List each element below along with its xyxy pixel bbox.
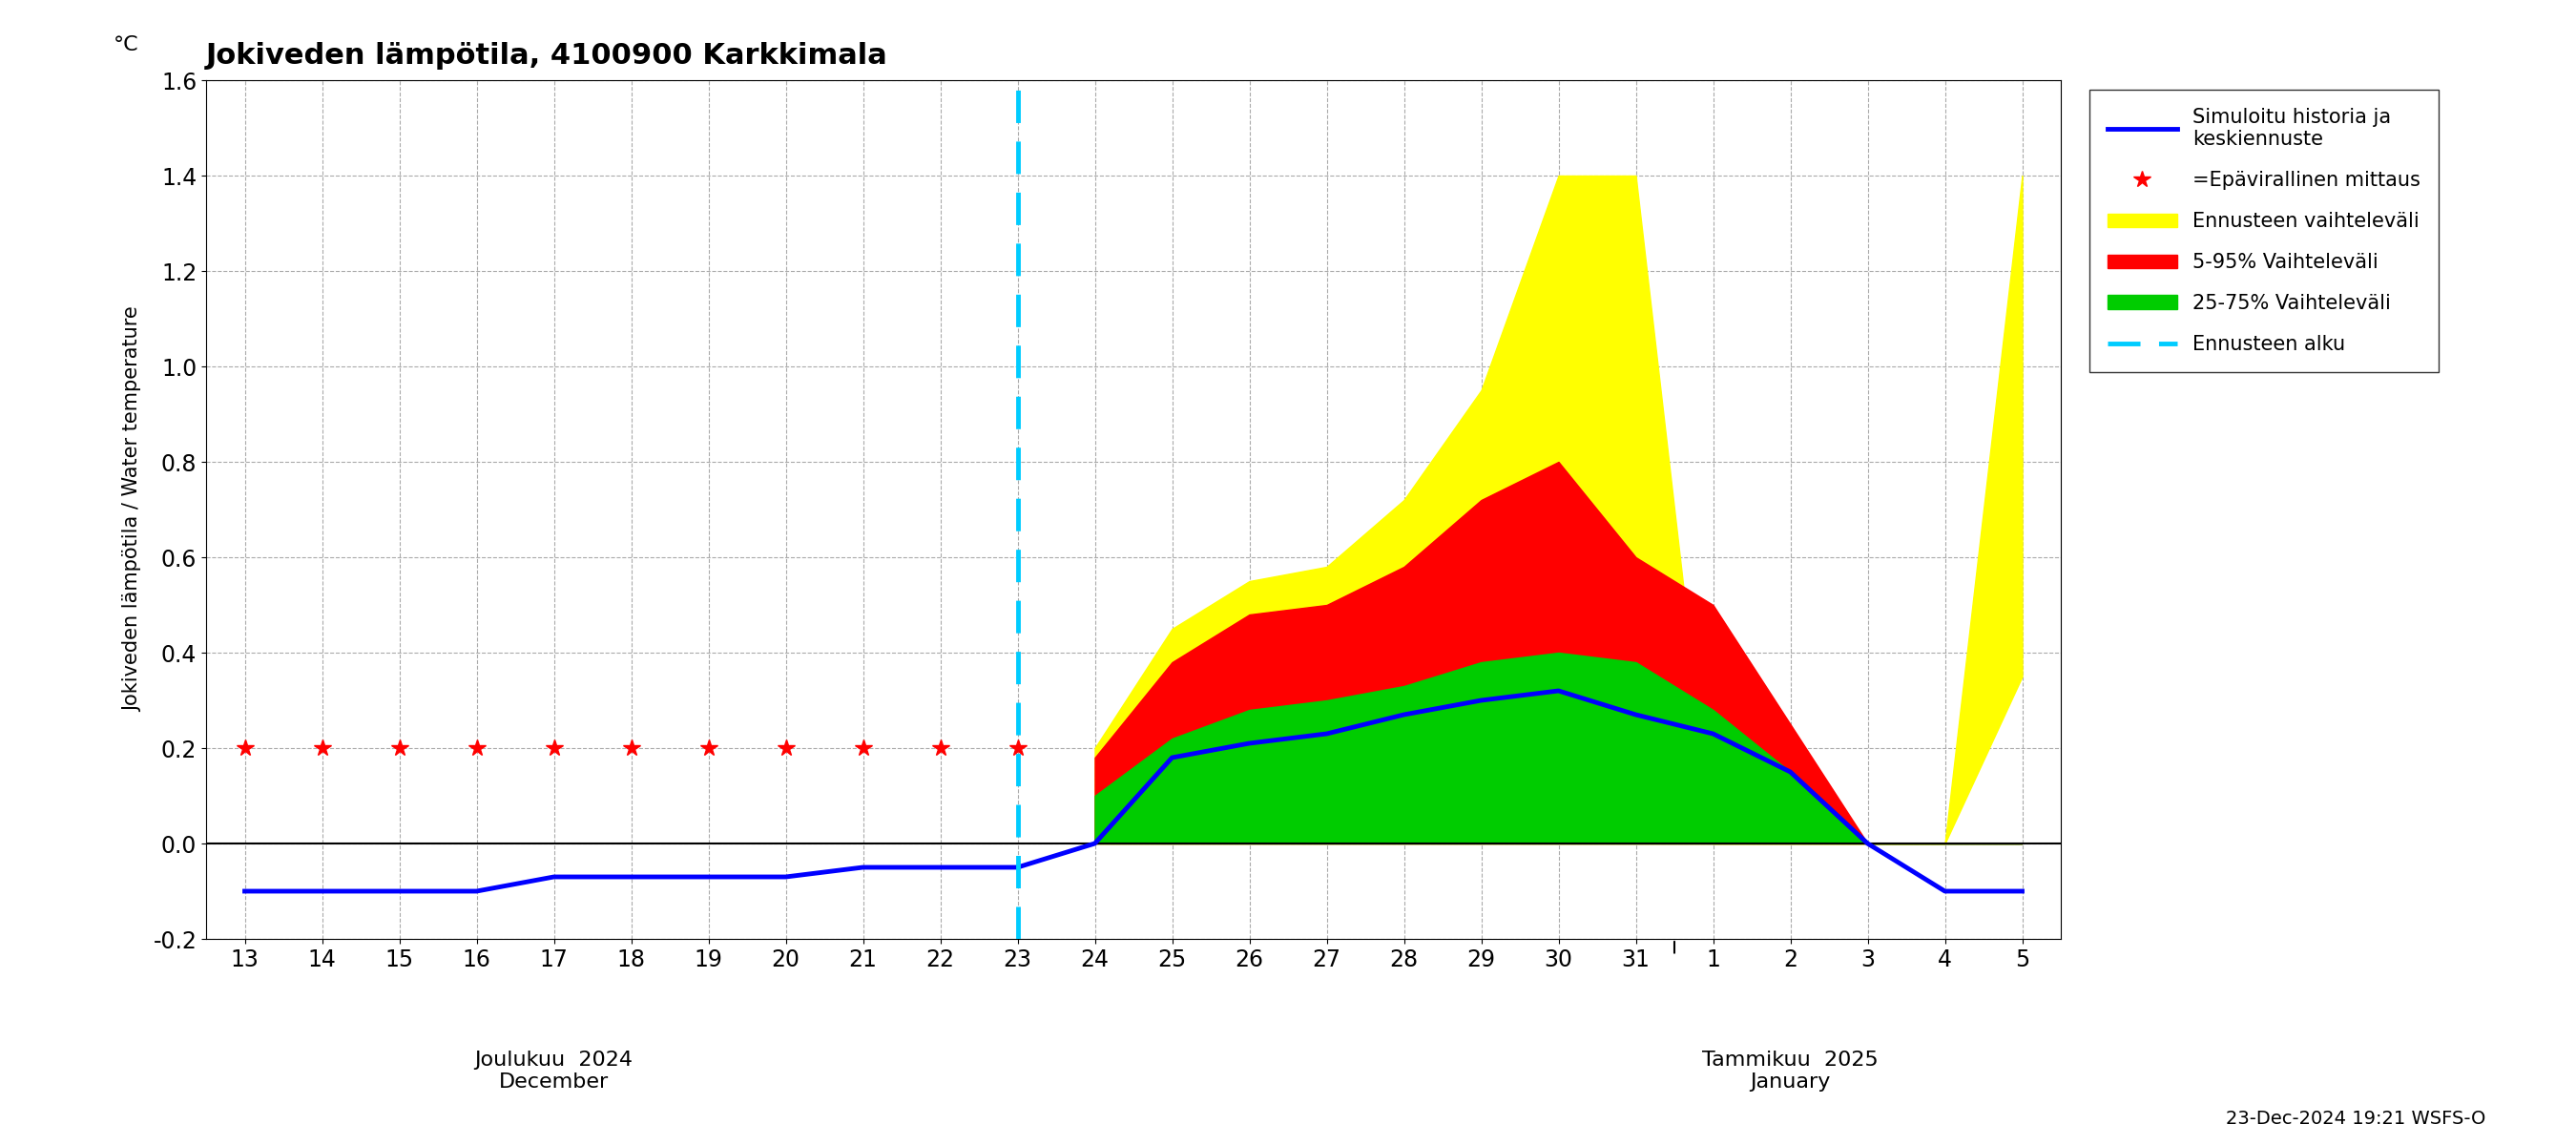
Legend: Simuloitu historia ja
keskiennuste, =Epävirallinen mittaus, Ennusteen vaihtelevä: Simuloitu historia ja keskiennuste, =Epä… — [2089, 90, 2439, 372]
Text: Jokiveden lämpötila, 4100900 Karkkimala: Jokiveden lämpötila, 4100900 Karkkimala — [206, 42, 889, 70]
Text: Joulukuu  2024
December: Joulukuu 2024 December — [474, 1051, 634, 1092]
Text: °C: °C — [113, 35, 139, 54]
Text: Tammikuu  2025
January: Tammikuu 2025 January — [1703, 1051, 1878, 1092]
Y-axis label: Jokiveden lämpötila / Water temperature: Jokiveden lämpötila / Water temperature — [124, 307, 142, 712]
Text: 23-Dec-2024 19:21 WSFS-O: 23-Dec-2024 19:21 WSFS-O — [2226, 1110, 2486, 1128]
